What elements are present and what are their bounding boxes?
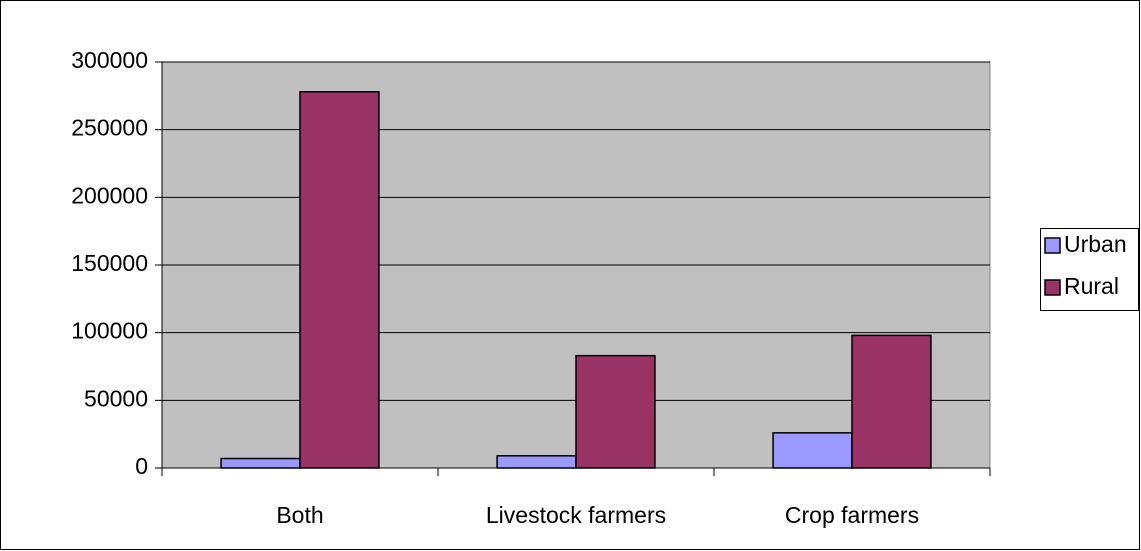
y-tick-label: 50000 <box>84 385 148 411</box>
x-tick-label: Livestock farmers <box>486 502 666 528</box>
legend-swatch <box>1044 237 1061 254</box>
y-tick-label: 100000 <box>71 318 148 344</box>
legend-label: Urban <box>1064 231 1127 257</box>
bar <box>299 91 380 469</box>
bar <box>772 432 853 469</box>
legend-label: Rural <box>1064 273 1119 299</box>
y-tick-label: 0 <box>135 453 148 479</box>
x-tick-label: Both <box>276 502 323 528</box>
bar <box>851 334 932 469</box>
y-tick-label: 300000 <box>71 47 148 73</box>
legend-swatch <box>1044 279 1061 296</box>
y-tick-label: 200000 <box>71 182 148 208</box>
x-tick-label: Crop farmers <box>785 502 919 528</box>
bar <box>575 354 656 469</box>
bar <box>496 455 577 469</box>
bar <box>220 457 301 469</box>
y-tick-label: 250000 <box>71 115 148 141</box>
y-tick-label: 150000 <box>71 250 148 276</box>
